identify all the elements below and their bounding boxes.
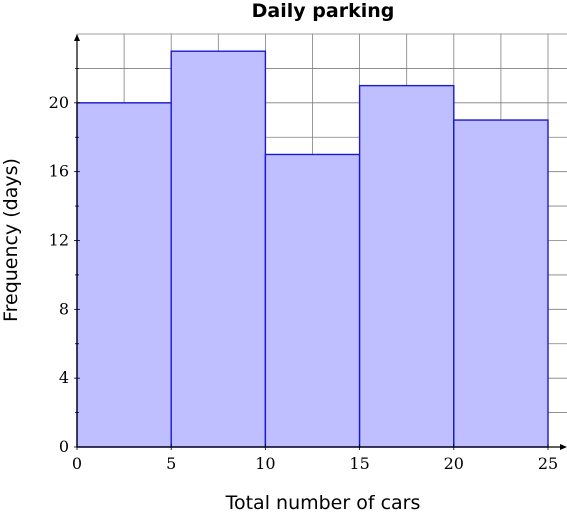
histogram-bar [358,84,455,448]
y-tick-label: 4 [59,368,69,387]
y-tick-label: 20 [49,93,69,112]
y-tick-label: 12 [49,231,69,250]
histogram-bar [453,119,549,448]
histogram-bar [170,50,267,448]
x-tick-label: 25 [538,454,558,473]
x-tick-label: 20 [444,454,464,473]
bars [76,50,549,448]
x-tick-label: 0 [72,454,82,473]
chart-title: Daily parking [252,0,395,22]
x-axis-title: Total number of cars [225,492,421,512]
y-tick-label: 8 [59,299,69,318]
y-axis-title: Frequency (days) [0,158,22,322]
y-tick-label: 16 [49,162,69,181]
x-tick-label: 10 [255,454,275,473]
histogram-bar [76,102,172,448]
y-axis-arrow-icon [74,34,80,41]
y-tick-label: 0 [59,437,69,456]
x-axis-arrow-icon [560,444,567,450]
axes [74,34,567,450]
histogram-bar [264,153,361,448]
x-tick-label: 5 [166,454,176,473]
ticks: 0 5 10 15 20 25 0 4 8 12 16 20 [49,68,558,473]
x-tick-label: 15 [349,454,369,473]
